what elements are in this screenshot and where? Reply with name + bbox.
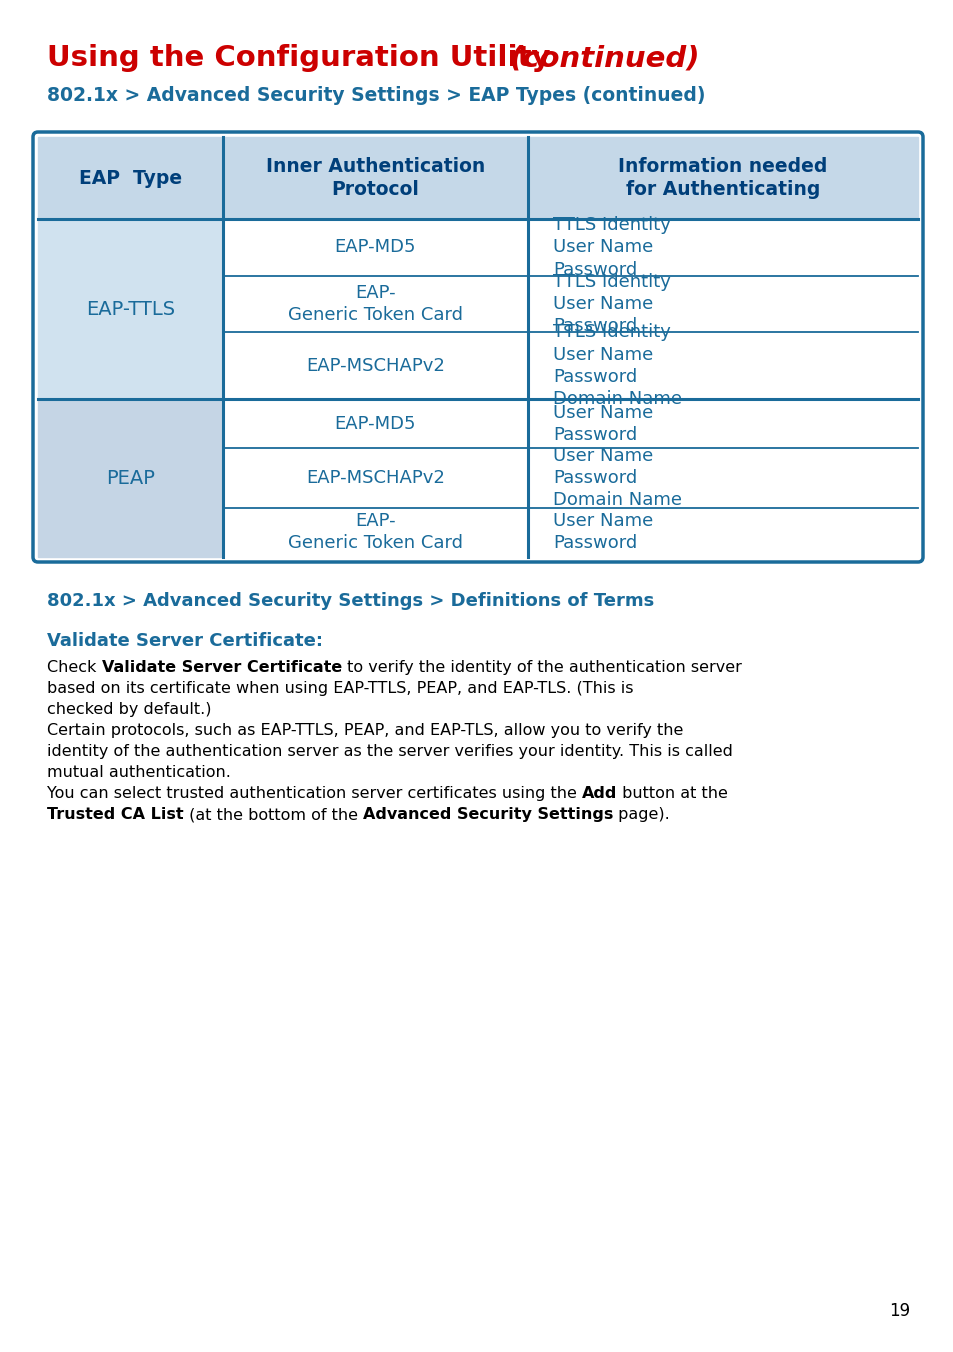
Text: Certain protocols, such as EAP-TTLS, PEAP, and EAP-TLS, allow you to verify the: Certain protocols, such as EAP-TTLS, PEA… bbox=[47, 723, 682, 738]
Bar bbox=[38, 137, 917, 219]
Text: You can select trusted authentication server certificates using the: You can select trusted authentication se… bbox=[47, 786, 581, 800]
Text: EAP  Type: EAP Type bbox=[79, 169, 182, 188]
Text: based on its certificate when using EAP-TTLS, PEAP, and EAP-TLS. (This is: based on its certificate when using EAP-… bbox=[47, 681, 633, 696]
Text: 802.1x > Advanced Security Settings > Definitions of Terms: 802.1x > Advanced Security Settings > De… bbox=[47, 592, 654, 610]
Text: page).: page). bbox=[613, 807, 669, 822]
Text: identity of the authentication server as the server verifies your identity. This: identity of the authentication server as… bbox=[47, 744, 732, 758]
Text: TTLS Identity
User Name
Password: TTLS Identity User Name Password bbox=[553, 273, 670, 335]
Text: TTLS Identity
User Name
Password
Domain Name: TTLS Identity User Name Password Domain … bbox=[553, 323, 681, 408]
Bar bbox=[38, 137, 917, 557]
Text: to verify the identity of the authentication server: to verify the identity of the authentica… bbox=[341, 660, 740, 675]
Text: EAP-MD5: EAP-MD5 bbox=[335, 238, 416, 257]
Text: PEAP: PEAP bbox=[106, 469, 154, 488]
Text: checked by default.): checked by default.) bbox=[47, 702, 212, 717]
Text: Validate Server Certificate:: Validate Server Certificate: bbox=[47, 631, 323, 650]
Text: Using the Configuration Utility: Using the Configuration Utility bbox=[47, 45, 560, 72]
Text: User Name
Password: User Name Password bbox=[553, 512, 653, 553]
Text: EAP-MSCHAPv2: EAP-MSCHAPv2 bbox=[306, 357, 444, 375]
Bar bbox=[38, 219, 223, 399]
Text: EAP-
Generic Token Card: EAP- Generic Token Card bbox=[288, 284, 462, 324]
Text: EAP-MD5: EAP-MD5 bbox=[335, 415, 416, 433]
Text: EAP-
Generic Token Card: EAP- Generic Token Card bbox=[288, 512, 462, 553]
Text: User Name
Password
Domain Name: User Name Password Domain Name bbox=[553, 448, 681, 510]
Text: mutual authentication.: mutual authentication. bbox=[47, 765, 231, 780]
Text: EAP-TTLS: EAP-TTLS bbox=[86, 300, 175, 319]
Text: (at the bottom of the: (at the bottom of the bbox=[183, 807, 362, 822]
Text: Validate Server Certificate: Validate Server Certificate bbox=[101, 660, 341, 675]
Bar bbox=[38, 399, 223, 557]
Text: Trusted CA List: Trusted CA List bbox=[47, 807, 183, 822]
Text: EAP-MSCHAPv2: EAP-MSCHAPv2 bbox=[306, 469, 444, 487]
Text: Check: Check bbox=[47, 660, 101, 675]
Text: Advanced Security Settings: Advanced Security Settings bbox=[362, 807, 613, 822]
Text: 802.1x > Advanced Security Settings > EAP Types (continued): 802.1x > Advanced Security Settings > EA… bbox=[47, 87, 705, 105]
Text: Inner Authentication
Protocol: Inner Authentication Protocol bbox=[266, 157, 485, 199]
Text: 19: 19 bbox=[888, 1302, 909, 1320]
Text: TTLS Identity
User Name
Password: TTLS Identity User Name Password bbox=[553, 216, 670, 279]
Text: User Name
Password: User Name Password bbox=[553, 404, 653, 443]
Text: (continued): (continued) bbox=[510, 45, 700, 72]
Text: button at the: button at the bbox=[617, 786, 727, 800]
Text: Add: Add bbox=[581, 786, 617, 800]
Text: Information needed
for Authenticating: Information needed for Authenticating bbox=[618, 157, 827, 199]
